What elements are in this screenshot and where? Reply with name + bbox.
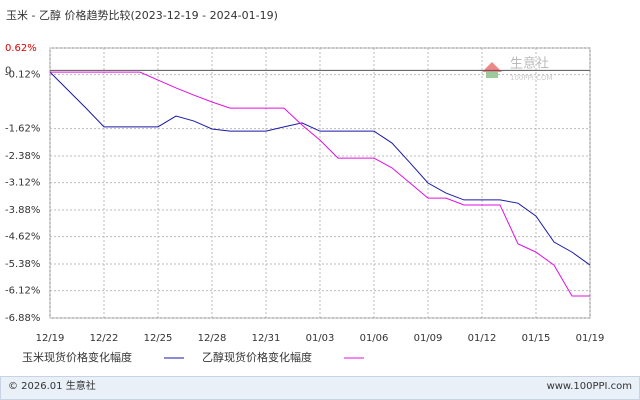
y-tick-label: -5.38% <box>5 259 40 270</box>
x-tick-label: 01/06 <box>360 333 389 344</box>
y-tick-label: -3.88% <box>5 205 40 216</box>
x-tick-label: 01/12 <box>468 333 497 344</box>
series-line <box>49 71 591 266</box>
x-tick-label: 01/03 <box>306 333 335 344</box>
x-tick-label: 01/09 <box>414 333 443 344</box>
watermark-icon <box>482 62 502 72</box>
x-tick-label: 12/28 <box>198 333 227 344</box>
y-tick-label: -0.12% <box>5 70 40 81</box>
x-tick-label: 01/15 <box>522 333 551 344</box>
footer-right: www.100PPI.com <box>547 381 632 392</box>
x-tick-label: 12/25 <box>144 333 173 344</box>
watermark: 生意社 <box>510 56 549 72</box>
y-tick-label: -6.12% <box>5 286 40 297</box>
y-tick-label: -1.62% <box>5 124 40 135</box>
y-tick-label: -4.62% <box>5 232 40 243</box>
y-tick-label: 0 <box>5 65 11 76</box>
watermark-sub: 100PPI.COM <box>510 74 553 82</box>
legend-label: 玉米现货价格变化幅度 <box>22 350 132 364</box>
legend-label: 乙醇现货价格变化幅度 <box>202 350 312 364</box>
x-tick-label: 12/22 <box>90 333 119 344</box>
x-tick-label: 12/19 <box>36 333 65 344</box>
y-tick-label: 0.62% <box>5 43 37 54</box>
x-tick-label: 12/31 <box>252 333 281 344</box>
x-tick-label: 01/19 <box>576 333 605 344</box>
y-tick-label: -6.88% <box>5 313 40 324</box>
footer-left: © 2026.01 生意社 <box>8 379 96 392</box>
series-line <box>50 71 590 297</box>
footer-bar <box>0 376 640 400</box>
chart-title: 玉米 - 乙醇 价格趋势比较(2023-12-19 - 2024-01-19) <box>6 8 278 22</box>
y-tick-label: -2.38% <box>5 151 40 162</box>
y-tick-label: -3.12% <box>5 178 40 189</box>
